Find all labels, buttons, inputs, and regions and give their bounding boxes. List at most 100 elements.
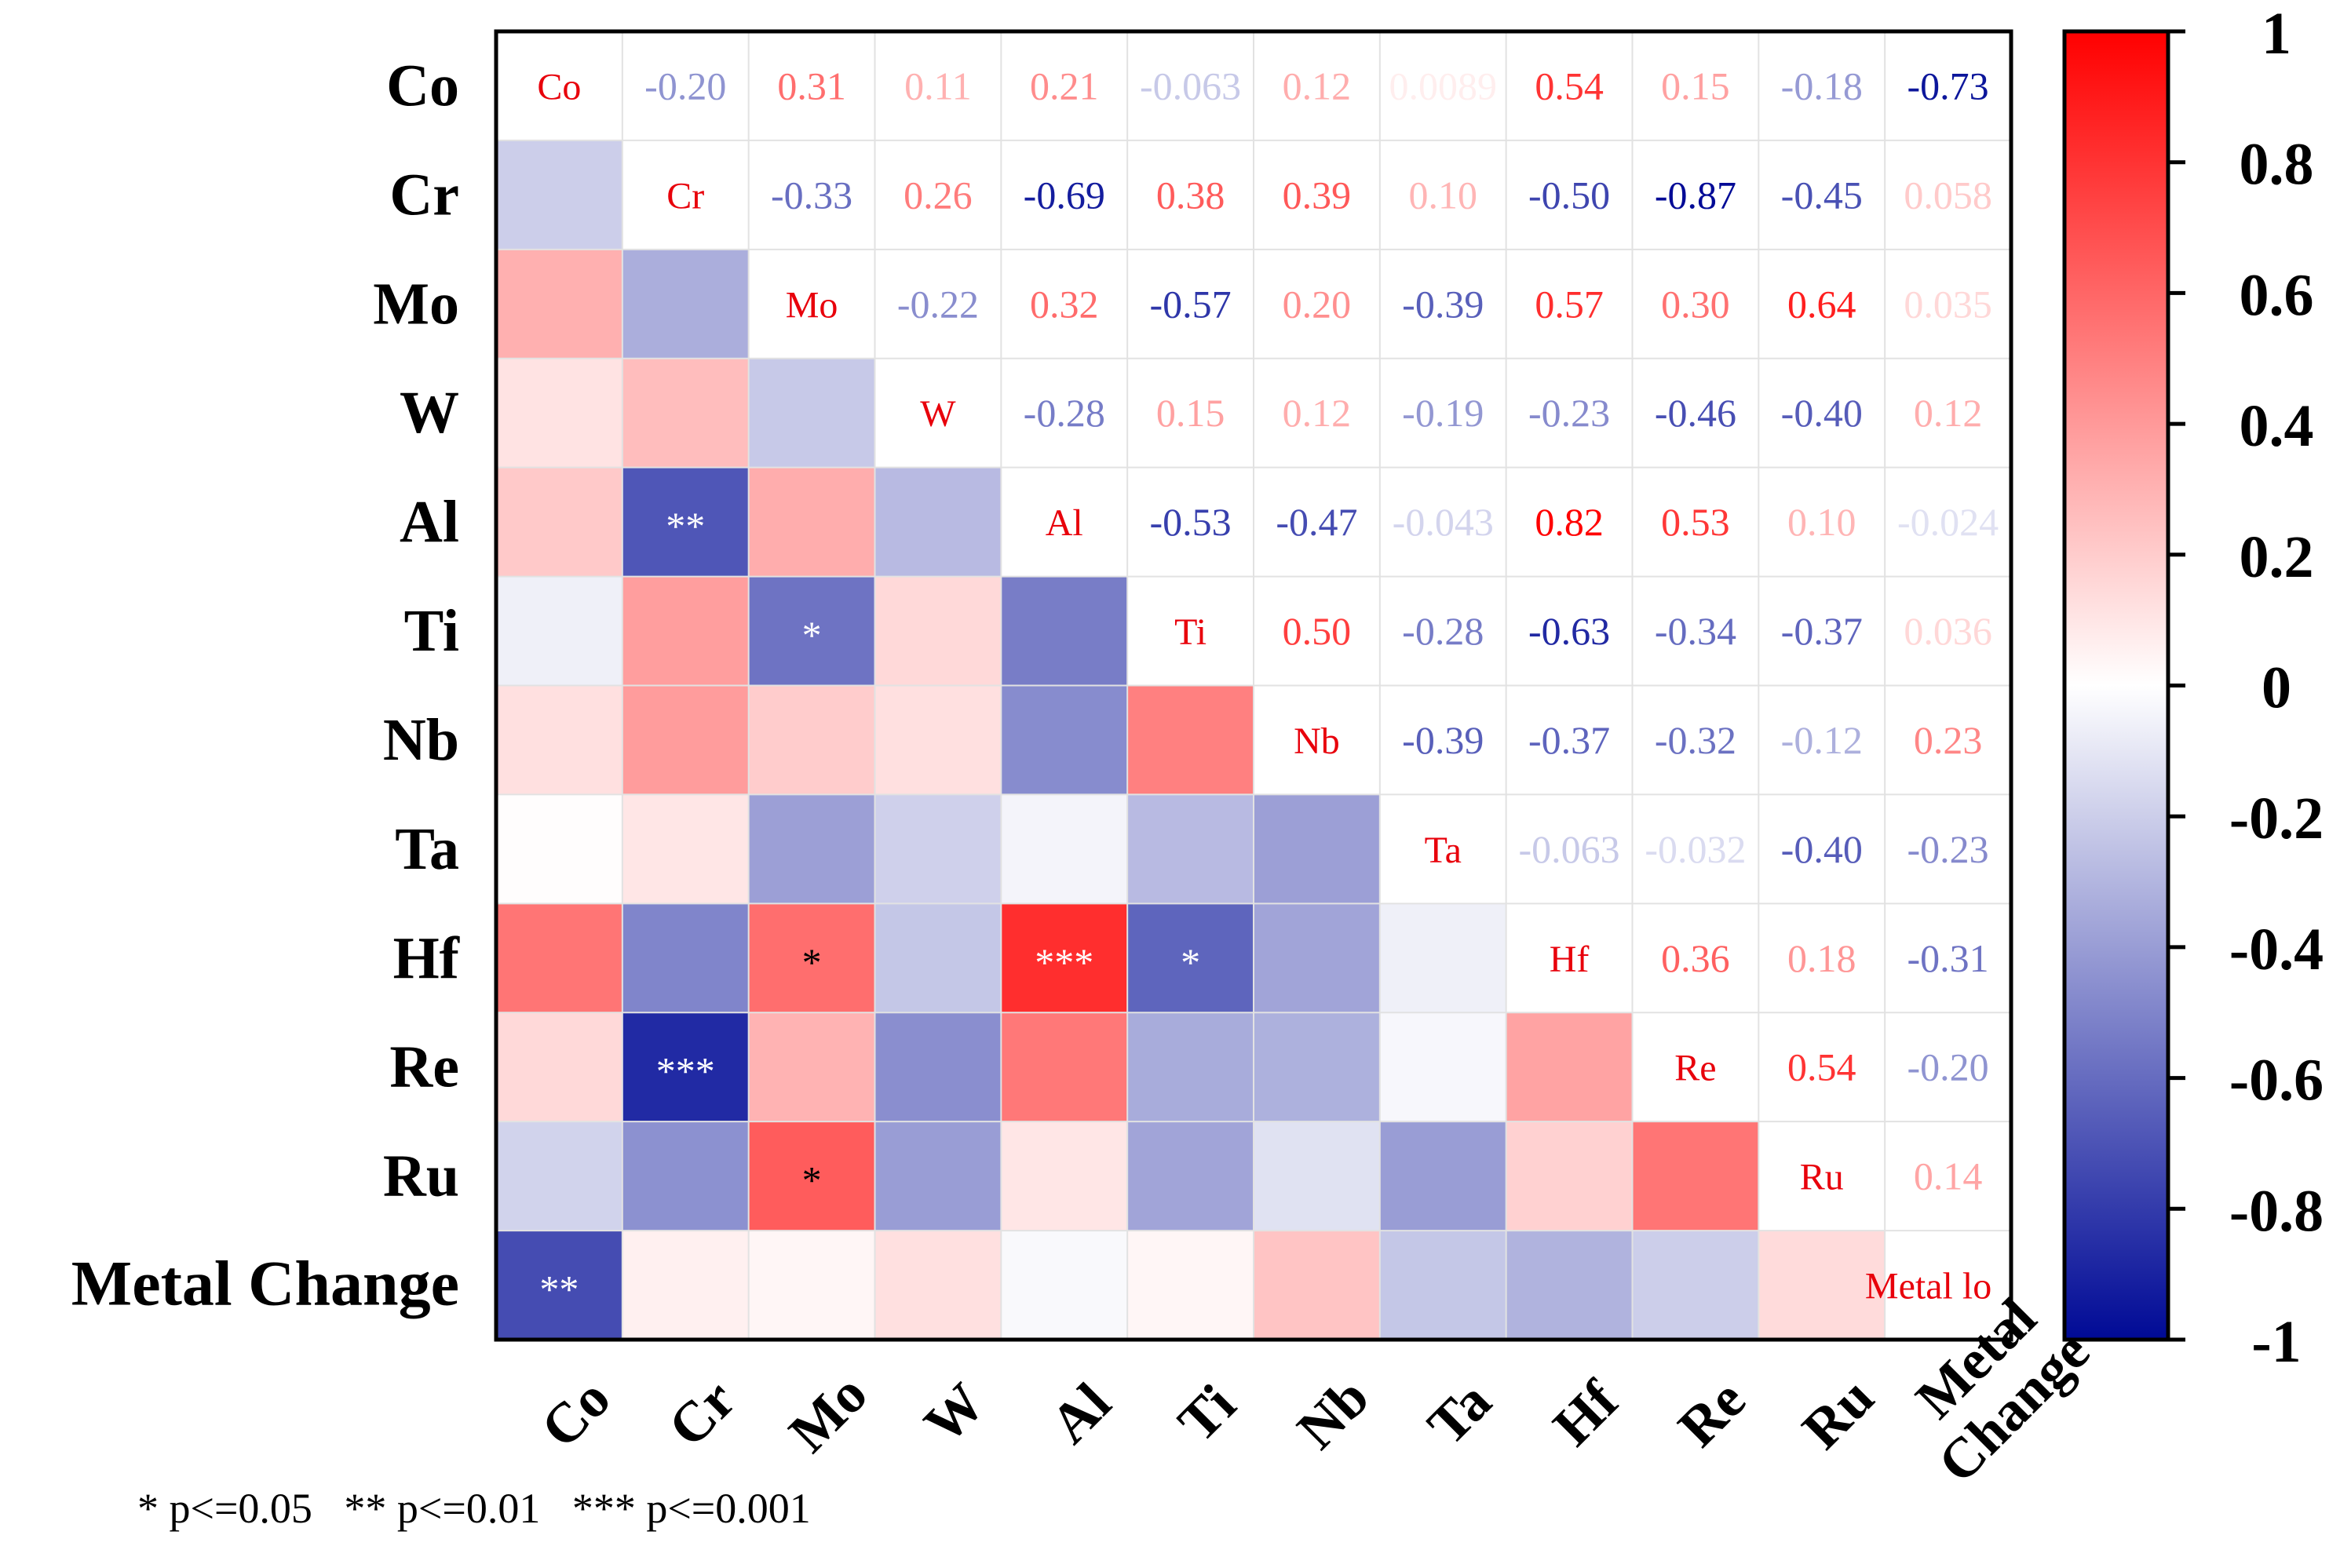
significance-footnote: * p<=0.05 ** p<=0.01 *** p<=0.001	[137, 1485, 811, 1532]
heatmap-cell	[1379, 903, 1507, 1013]
correlation-value-label: 0.15	[1661, 64, 1730, 108]
correlation-value-label: 0.12	[1283, 391, 1352, 435]
column-label: Al	[1039, 1371, 1123, 1455]
heatmap-cell	[1001, 903, 1128, 1013]
heatmap-cell	[748, 358, 875, 469]
heatmap-cell	[874, 576, 1002, 686]
diagonal-label: Co	[537, 66, 581, 108]
diagonal-label: Ti	[1174, 611, 1207, 653]
correlation-value-label: -0.19	[1402, 391, 1484, 435]
heatmap-grid	[494, 29, 2013, 1342]
row-label: Al	[400, 489, 459, 555]
heatmap-cell	[1001, 1231, 1128, 1340]
diagonal-label: Mo	[786, 284, 838, 326]
heatmap-cell	[748, 903, 875, 1013]
correlation-value-label: -0.20	[644, 64, 726, 108]
correlation-value-label: 0.058	[1904, 173, 1992, 217]
correlation-value-label: 0.39	[1283, 173, 1352, 217]
correlation-value-label: -0.50	[1528, 173, 1610, 217]
diagonal-label: Cr	[666, 175, 704, 217]
correlation-value-label: 0.18	[1787, 936, 1856, 980]
colorbar: 1 0.8 0.6 0.4 0.2 0 -0.2 -0.4 -0.6 -0.8 -1	[2062, 1, 2324, 1375]
heatmap-cell	[1127, 794, 1254, 904]
colorbar-tick-label: -0.6	[2229, 1048, 2324, 1114]
heatmap-cell	[874, 1121, 1002, 1231]
correlation-value-label: 0.30	[1661, 282, 1730, 326]
correlation-value-label: -0.043	[1393, 500, 1494, 544]
row-label: Nb	[383, 707, 459, 773]
heatmap-cell	[622, 903, 750, 1013]
heatmap-cell	[874, 467, 1002, 578]
correlation-value-label: -0.22	[897, 282, 979, 326]
heatmap-cell	[1127, 685, 1254, 795]
correlation-value-label: -0.063	[1140, 64, 1241, 108]
correlation-value-label: -0.46	[1655, 391, 1736, 435]
row-label: W	[400, 380, 459, 446]
heatmap-cell	[1506, 1231, 1633, 1340]
correlation-value-label: -0.33	[771, 173, 852, 217]
column-label-text: Re	[1667, 1368, 1758, 1459]
column-label-text: Ru	[1791, 1366, 1886, 1461]
colorbar-tick-label: -1	[2251, 1309, 2301, 1375]
row-label: Mo	[373, 271, 459, 337]
row-label: Ta	[395, 816, 459, 882]
correlation-value-label: -0.37	[1528, 718, 1610, 762]
row-label: Hf	[393, 925, 461, 991]
correlation-value-label: 0.54	[1787, 1045, 1856, 1089]
heatmap-cell	[622, 249, 750, 359]
heatmap-cell	[1127, 1012, 1254, 1122]
diagonal-label: Re	[1674, 1048, 1716, 1089]
significance-marker: *	[802, 613, 822, 657]
correlation-value-label: -0.40	[1781, 391, 1863, 435]
correlation-value-label: 0.036	[1904, 609, 1992, 653]
correlation-value-label: 0.26	[904, 173, 973, 217]
significance-marker: ***	[656, 1049, 715, 1093]
column-label: Co	[529, 1366, 622, 1460]
heatmap-cell	[622, 358, 750, 469]
row-label: Metal Change	[71, 1248, 459, 1319]
correlation-value-label: -0.28	[1024, 391, 1105, 435]
heatmap-cell	[748, 1012, 875, 1122]
heatmap-cell	[1001, 576, 1128, 686]
significance-marker: **	[539, 1267, 579, 1311]
column-label-text: W	[912, 1371, 996, 1455]
correlation-value-label: 0.15	[1156, 391, 1225, 435]
diagonal-label: Metal lo	[1865, 1266, 1991, 1307]
column-label-text: Ti	[1166, 1373, 1247, 1454]
diagonal-label: W	[920, 393, 956, 435]
heatmap-cell	[1379, 1012, 1507, 1122]
colorbar-gradient	[2062, 29, 2170, 1342]
heatmap-cell	[1001, 1121, 1128, 1231]
heatmap-cell	[496, 1012, 623, 1122]
heatmap-cell	[1632, 1231, 1759, 1340]
correlation-value-label: -0.063	[1519, 827, 1620, 871]
correlation-value-label: -0.32	[1655, 718, 1736, 762]
correlation-value-labels: -0.20 0.31 0.11 0.21 -0.063 0.12 0.0089 0.54 0.1…	[644, 64, 1999, 1198]
column-label: Ti	[1166, 1373, 1247, 1454]
column-label-text: Al	[1039, 1371, 1123, 1455]
heatmap-cell	[1254, 794, 1381, 904]
correlation-value-label: -0.47	[1276, 500, 1357, 544]
heatmap-cell	[1001, 685, 1128, 795]
row-label: Re	[389, 1034, 459, 1100]
correlation-value-label: 0.53	[1661, 500, 1730, 544]
heatmap-cell	[1506, 1012, 1633, 1122]
heatmap-cell	[496, 794, 623, 904]
correlation-value-label: -0.69	[1024, 173, 1105, 217]
correlation-value-label: 0.57	[1535, 282, 1604, 326]
diagonal-label: Hf	[1550, 939, 1590, 980]
correlation-value-label: 0.32	[1030, 282, 1099, 326]
heatmap-cell	[1127, 1121, 1254, 1231]
heatmap-cell	[748, 576, 875, 686]
correlation-value-label: -0.39	[1402, 282, 1484, 326]
heatmap-cell	[748, 467, 875, 578]
correlation-value-label: 0.54	[1535, 64, 1604, 108]
colorbar-tick-label: 0.4	[2240, 393, 2314, 459]
heatmap-cell	[496, 140, 623, 250]
correlation-value-label: -0.12	[1781, 718, 1863, 762]
correlation-value-label: -0.032	[1645, 827, 1746, 871]
correlation-value-label: 0.36	[1661, 936, 1730, 980]
heatmap-cell	[1254, 1121, 1381, 1231]
heatmap-border	[494, 29, 2013, 1342]
